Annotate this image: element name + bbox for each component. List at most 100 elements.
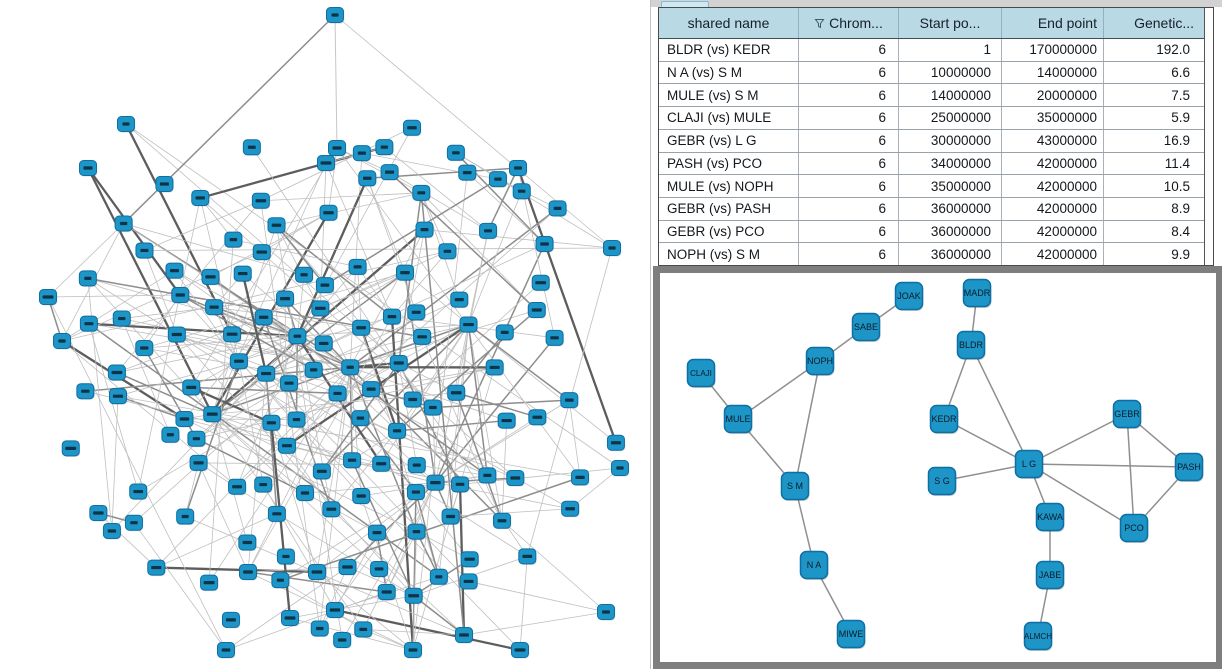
overview-edge[interactable] <box>137 197 201 492</box>
overview-node[interactable] <box>395 264 415 282</box>
overview-edge[interactable] <box>236 336 298 487</box>
overview-node[interactable] <box>129 483 148 501</box>
overview-node[interactable] <box>560 392 579 409</box>
overview-node[interactable] <box>267 217 286 234</box>
overview-edge[interactable] <box>86 167 214 415</box>
overview-node[interactable] <box>239 564 258 581</box>
network-node-miwe[interactable]: MIWE <box>836 619 866 650</box>
overview-node[interactable] <box>354 621 373 638</box>
network-node-joak[interactable]: JOAK <box>894 281 924 312</box>
overview-edge[interactable] <box>190 147 338 388</box>
overview-edge[interactable] <box>87 277 181 296</box>
overview-edge[interactable] <box>176 334 414 597</box>
overview-edge[interactable] <box>238 360 521 651</box>
overview-node[interactable] <box>205 299 224 316</box>
overview-node[interactable] <box>176 508 195 526</box>
network-detail-canvas[interactable]: JOAK MADR SABE BLDR NOPH CLAJI MULE KEDR GEBR L G… <box>660 273 1216 662</box>
overview-edge[interactable] <box>568 400 581 478</box>
overview-node[interactable] <box>451 476 470 493</box>
overview-edge[interactable] <box>286 208 558 446</box>
overview-node[interactable] <box>412 184 431 202</box>
overview-edge[interactable] <box>435 399 570 483</box>
overview-edge[interactable] <box>296 274 305 337</box>
overview-edge[interactable] <box>211 162 327 415</box>
overview-node[interactable] <box>252 244 272 261</box>
overview-node[interactable] <box>271 572 290 589</box>
overview-node[interactable] <box>287 411 306 429</box>
overview-node[interactable] <box>165 262 184 280</box>
network-node-bldr[interactable]: BLDR <box>956 330 986 361</box>
table-scrollbar[interactable] <box>1204 8 1213 265</box>
overview-node[interactable] <box>182 379 201 396</box>
overview-node[interactable] <box>39 289 58 306</box>
overview-edge[interactable] <box>334 14 613 249</box>
overview-node[interactable] <box>221 611 241 629</box>
network-node-s-g[interactable]: S G <box>927 466 957 497</box>
overview-node[interactable] <box>518 548 537 565</box>
network-edge-LG-PCO[interactable] <box>1028 463 1135 529</box>
overview-edge[interactable] <box>421 192 538 311</box>
overview-node[interactable] <box>413 328 432 346</box>
overview-edge[interactable] <box>468 191 523 325</box>
column-header-end-point[interactable]: End point <box>1002 8 1104 38</box>
overview-node[interactable] <box>338 559 357 576</box>
column-header-chrom[interactable]: Chrom... <box>799 8 899 38</box>
overview-node[interactable] <box>407 523 426 541</box>
overview-edge[interactable] <box>334 608 521 652</box>
overview-edge[interactable] <box>362 482 436 630</box>
overview-edge[interactable] <box>435 230 489 483</box>
overview-node[interactable] <box>107 364 127 382</box>
overview-node[interactable] <box>112 310 132 328</box>
overview-node[interactable] <box>79 160 98 177</box>
overview-node[interactable] <box>571 469 590 486</box>
overview-node[interactable] <box>603 240 622 257</box>
overview-edge[interactable] <box>174 270 314 371</box>
overview-edge[interactable] <box>357 266 393 317</box>
overview-edge[interactable] <box>421 336 503 521</box>
overview-node[interactable] <box>459 573 478 590</box>
overview-edge[interactable] <box>468 323 570 401</box>
overview-edge[interactable] <box>271 422 332 510</box>
column-header-shared-name[interactable]: shared name <box>659 8 799 38</box>
network-node-pco[interactable]: PCO <box>1119 513 1149 544</box>
overview-node[interactable] <box>358 170 377 187</box>
overview-node[interactable] <box>307 564 327 581</box>
overview-edge[interactable] <box>61 340 238 488</box>
overview-node[interactable] <box>527 302 547 319</box>
overview-node[interactable] <box>76 383 95 400</box>
overview-node[interactable] <box>446 144 466 162</box>
overview-edge[interactable] <box>196 438 306 494</box>
overview-edge[interactable] <box>415 491 440 578</box>
overview-edge[interactable] <box>435 416 538 483</box>
overview-node[interactable] <box>606 434 626 452</box>
overview-edge[interactable] <box>384 146 489 232</box>
overview-edge[interactable] <box>304 492 378 533</box>
overview-edge[interactable] <box>357 266 362 328</box>
column-header-start-po[interactable]: Start po... <box>899 8 1002 38</box>
overview-edge[interactable] <box>133 522 227 651</box>
overview-node[interactable] <box>79 315 99 333</box>
overview-edge[interactable] <box>174 270 240 362</box>
overview-edge[interactable] <box>416 464 488 476</box>
network-edge-LG-PASH[interactable] <box>1028 463 1190 468</box>
overview-node[interactable] <box>89 504 108 522</box>
overview-node[interactable] <box>317 155 336 172</box>
overview-node[interactable] <box>187 430 206 448</box>
overview-node[interactable] <box>53 333 72 350</box>
overview-edge[interactable] <box>98 512 157 568</box>
overview-edge[interactable] <box>47 223 124 298</box>
overview-node[interactable] <box>415 221 434 239</box>
overview-edge[interactable] <box>366 178 406 273</box>
overview-node[interactable] <box>114 215 133 232</box>
overview-edge[interactable] <box>455 230 489 393</box>
network-node-jabe[interactable]: JABE <box>1035 560 1065 591</box>
network-edge-GEBR-PCO[interactable] <box>1126 413 1135 529</box>
overview-edge[interactable] <box>225 591 387 651</box>
overview-edge[interactable] <box>233 239 358 268</box>
overview-edge[interactable] <box>247 566 348 573</box>
overview-edge[interactable] <box>297 324 469 337</box>
overview-edge[interactable] <box>144 250 178 335</box>
overview-node[interactable] <box>372 455 391 473</box>
overview-edge[interactable] <box>569 467 621 510</box>
overview-edge[interactable] <box>398 362 461 485</box>
